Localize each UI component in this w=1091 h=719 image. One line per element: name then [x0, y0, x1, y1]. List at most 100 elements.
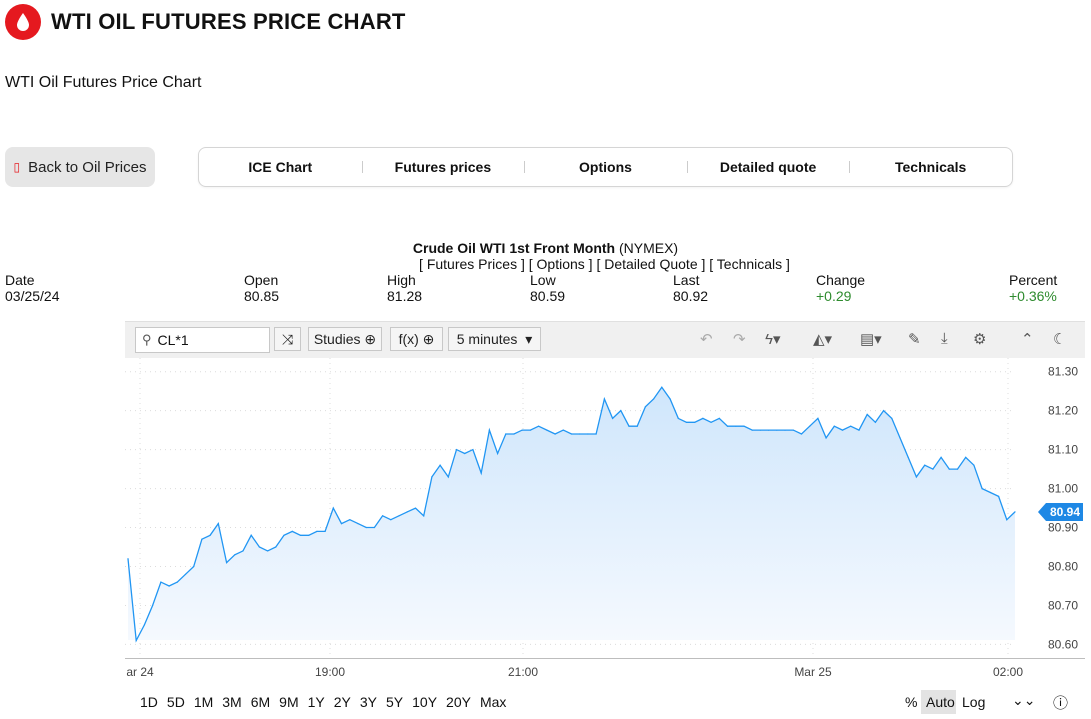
price-point — [258, 546, 260, 548]
range-button-9m[interactable]: 9M — [279, 694, 299, 710]
range-button-5y[interactable]: 5Y — [386, 694, 404, 710]
price-point — [209, 534, 211, 536]
interval-select[interactable]: 5 minutes ▾ — [448, 327, 541, 351]
auto-scale-highlight — [921, 690, 956, 714]
price-point — [768, 429, 770, 431]
range-button-2y[interactable]: 2Y — [333, 694, 351, 710]
price-point — [776, 429, 778, 431]
price-point — [628, 425, 630, 427]
x-tick-label: 21:00 — [508, 665, 538, 679]
price-point — [267, 550, 269, 552]
price-point — [612, 417, 614, 419]
tab-detailed-quote[interactable]: Detailed quote — [686, 159, 850, 175]
price-point — [669, 398, 671, 400]
price-point — [398, 515, 400, 517]
price-point — [718, 417, 720, 419]
price-point — [932, 468, 934, 470]
symbol-search-input[interactable]: ⚲ CL*1 — [135, 327, 270, 353]
price-point — [340, 523, 343, 525]
price-point — [505, 433, 507, 435]
quote-links[interactable]: [ Futures Prices ] [ Options ] [ Detaile… — [419, 256, 790, 272]
price-point — [735, 425, 737, 427]
quote-percent: Percent +0.36% — [1009, 272, 1058, 304]
range-button-3m[interactable]: 3M — [222, 694, 242, 710]
chart-type-icon[interactable]: ◭▾ — [813, 331, 833, 348]
price-point — [858, 429, 860, 431]
y-tick-label: 81.00 — [1048, 482, 1078, 496]
price-point — [390, 519, 392, 521]
price-point — [455, 449, 458, 451]
range-button-5d[interactable]: 5D — [166, 694, 185, 710]
quote-open: Open 80.85 — [244, 272, 280, 304]
price-point — [653, 398, 655, 400]
dark-mode-icon[interactable]: ☾ — [1053, 331, 1067, 348]
price-point — [414, 507, 417, 509]
tab-technicals[interactable]: Technicals — [849, 159, 1012, 175]
redo-icon[interactable]: ↷ — [733, 331, 746, 348]
tab-ice-chart[interactable]: ICE Chart — [248, 159, 313, 175]
auto-scale-button[interactable]: Auto — [926, 694, 955, 710]
range-button-10y[interactable]: 10Y — [412, 694, 438, 710]
price-point — [1014, 511, 1016, 513]
price-point — [883, 410, 885, 412]
price-point — [291, 530, 293, 532]
price-point — [423, 515, 425, 517]
range-button-1y[interactable]: 1Y — [307, 694, 325, 710]
price-chart[interactable]: 81.30 81.20 81.10 81.00 80.90 80.80 80.70 80.60… — [125, 358, 1085, 686]
price-point — [998, 495, 1000, 497]
price-point — [784, 429, 786, 431]
price-point — [825, 437, 827, 439]
tab-options[interactable]: Options — [524, 159, 687, 175]
studies-button[interactable]: Studies ⊕ — [308, 327, 382, 351]
price-point — [464, 452, 466, 455]
gear-icon[interactable]: ⚙ — [973, 331, 987, 348]
shuffle-icon[interactable]: ⤨ — [274, 327, 301, 351]
price-point — [644, 406, 647, 408]
range-button-6m[interactable]: 6M — [250, 694, 271, 710]
price-point — [234, 554, 236, 556]
price-point — [661, 386, 663, 388]
collapse-icon[interactable]: ⌃ — [1021, 331, 1034, 348]
price-point — [201, 538, 203, 540]
price-point — [538, 425, 540, 427]
pencil-icon[interactable]: ✎ — [908, 331, 921, 348]
download-icon[interactable]: ⤓ — [941, 330, 948, 347]
undo-icon[interactable]: ↶ — [700, 331, 713, 348]
percent-scale-button[interactable]: % — [905, 694, 918, 710]
tab-futures-prices[interactable]: Futures prices — [361, 159, 525, 175]
range-button-1d[interactable]: 1D — [140, 694, 158, 710]
price-point — [948, 468, 950, 470]
price-point — [973, 464, 975, 466]
price-point — [907, 456, 909, 458]
price-point — [152, 604, 154, 607]
last-price-tag — [1038, 502, 1083, 521]
price-point — [554, 433, 556, 435]
fx-button[interactable]: f(x) ⊕ — [390, 327, 443, 351]
quote-header: Crude Oil WTI 1st Front Month (NYMEX) — [0, 240, 1091, 256]
expand-icon[interactable]: ⌄⌄ — [1012, 692, 1036, 708]
back-to-oil-prices-button[interactable]: ▯ Back to Oil Prices — [5, 147, 155, 187]
price-point — [250, 534, 252, 536]
range-button-max[interactable]: Max — [479, 694, 507, 710]
table-icon[interactable]: ▤▾ — [860, 331, 882, 348]
price-point — [283, 534, 285, 536]
price-point — [357, 523, 359, 525]
help-icon[interactable]: ⓘ — [1053, 695, 1069, 712]
range-button-3y[interactable]: 3Y — [359, 694, 377, 710]
price-point — [685, 421, 688, 423]
flash-icon[interactable]: ϟ▾ — [765, 331, 781, 348]
tab-bar: ICE Chart Futures prices Options Detaile… — [198, 147, 1013, 187]
price-point — [447, 476, 449, 478]
oil-drop-logo-icon — [5, 4, 41, 40]
price-point — [168, 585, 170, 587]
y-tick-label: 80.60 — [1048, 637, 1078, 651]
range-buttons: 1D 5D 1M 3M 6M 9M 1Y 2Y 3Y 5Y 10Y 20Y Max — [140, 694, 515, 710]
price-point — [759, 429, 762, 431]
log-scale-button[interactable]: Log — [962, 694, 986, 710]
price-point — [743, 425, 745, 427]
price-point — [226, 562, 228, 564]
range-button-1m[interactable]: 1M — [193, 694, 214, 710]
price-point — [841, 429, 844, 431]
price-point — [710, 421, 712, 423]
range-button-20y[interactable]: 20Y — [446, 694, 471, 710]
